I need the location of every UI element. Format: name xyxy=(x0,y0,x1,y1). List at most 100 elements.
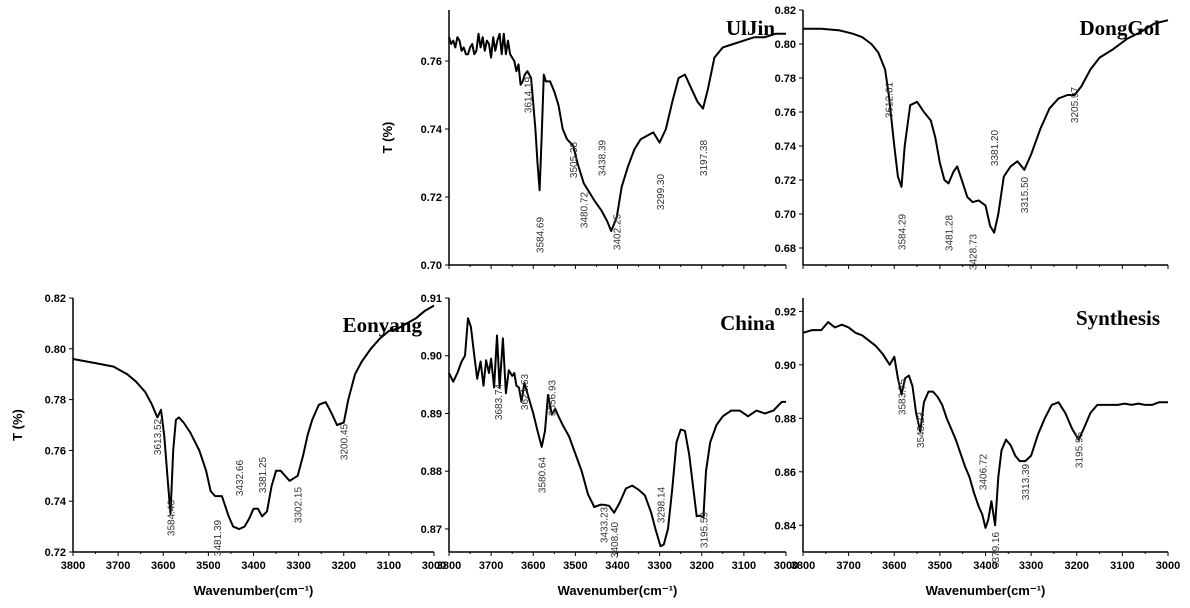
x-tick-label: 3800 xyxy=(61,560,85,572)
y-tick-label: 0.80 xyxy=(775,39,796,51)
y-tick-label: 0.91 xyxy=(421,293,442,305)
peak-label: 3683.74 xyxy=(494,383,505,420)
x-axis-title: Wavenumber(cm⁻¹) xyxy=(926,583,1046,598)
x-tick-label: 3000 xyxy=(422,560,446,572)
peak-label: 3584.46 xyxy=(166,499,177,536)
panel-title-donggol: DongGol xyxy=(1079,16,1160,40)
y-tick-label: 0.92 xyxy=(775,306,796,318)
peak-label: 3480.72 xyxy=(579,191,590,228)
peak-label: 3543.23 xyxy=(916,411,927,448)
y-tick-label: 0.76 xyxy=(45,445,66,457)
x-tick-label: 3500 xyxy=(928,560,952,572)
y-tick-label: 0.82 xyxy=(45,293,66,305)
peak-label: 3408.40 xyxy=(610,521,621,558)
x-tick-label: 3500 xyxy=(563,560,587,572)
peak-label: 3428.73 xyxy=(968,233,979,270)
x-tick-label: 3800 xyxy=(791,560,815,572)
y-tick-label: 0.89 xyxy=(421,408,442,420)
peak-label: 3298.14 xyxy=(656,486,667,523)
panel-title-eonyang: Eonyang xyxy=(343,313,423,337)
x-tick-label: 3200 xyxy=(690,560,714,572)
peak-label: 3402.25 xyxy=(613,213,624,250)
x-axis-title: Wavenumber(cm⁻¹) xyxy=(194,583,314,598)
peak-label: 3299.30 xyxy=(656,173,667,210)
panel-uljin: 0.70 0.72 0.74 0.76 UlJin T (%) 3614.19 3584.69… xyxy=(380,10,787,272)
x-tick-label: 3400 xyxy=(605,560,629,572)
y-tick-label: 0.72 xyxy=(421,192,442,204)
peak-label: 3379.16 xyxy=(991,531,1002,568)
panel-title-synthesis: Synthesis xyxy=(1076,306,1160,330)
peak-label: 3505.38 xyxy=(569,141,580,178)
peak-label: 3612.61 xyxy=(884,81,895,118)
x-tick-label: 3100 xyxy=(1110,560,1134,572)
y-tick-label: 0.82 xyxy=(775,5,796,17)
y-tick-label: 0.72 xyxy=(45,547,66,559)
x-tick-label: 3100 xyxy=(377,560,401,572)
y-tick-label: 0.84 xyxy=(775,520,797,532)
peak-label: 3381.25 xyxy=(258,456,269,493)
panel-synthesis: 0.84 0.86 0.88 0.90 0.92 3800 3700 3600 3500 3400… xyxy=(775,298,1180,598)
y-tick-label: 0.68 xyxy=(775,243,796,255)
spectrum-line-eonyang xyxy=(72,304,435,531)
x-tick-label: 3700 xyxy=(836,560,860,572)
peak-label: 3315.50 xyxy=(1020,176,1031,213)
peak-label: 3580.64 xyxy=(537,456,548,493)
x-tick-label: 3100 xyxy=(732,560,756,572)
peak-label: 3621.63 xyxy=(520,373,531,410)
spectrum-line-synthesis xyxy=(802,321,1168,529)
peak-label: 3481.39 xyxy=(213,519,224,556)
y-tick-label: 0.74 xyxy=(421,124,443,136)
spectrum-line-china xyxy=(448,317,786,548)
peak-label: 3313.39 xyxy=(1021,463,1032,500)
spectrum-line-donggol xyxy=(803,19,1169,234)
y-tick-label: 0.87 xyxy=(421,524,442,536)
x-tick-label: 3300 xyxy=(1019,560,1043,572)
peak-label: 3200.45 xyxy=(340,423,351,460)
spectrum-line-uljin xyxy=(448,32,786,232)
peak-label: 3613.52 xyxy=(153,418,164,455)
peak-label: 3583.75 xyxy=(898,378,909,415)
y-tick-label: 0.90 xyxy=(421,351,442,363)
y-tick-label: 0.86 xyxy=(775,467,796,479)
y-tick-label: 0.76 xyxy=(421,56,442,68)
x-tick-label: 3700 xyxy=(479,560,503,572)
peak-label: 3556.93 xyxy=(547,379,558,416)
x-tick-label: 3700 xyxy=(106,560,130,572)
y-tick-label: 0.70 xyxy=(775,209,796,221)
peak-label: 3438.39 xyxy=(597,139,608,176)
x-tick-label: 3400 xyxy=(973,560,997,572)
y-tick-label: 0.90 xyxy=(775,360,796,372)
y-axis-title: T (%) xyxy=(10,409,25,441)
peak-label: 3433.23 xyxy=(600,506,611,543)
y-tick-label: 0.74 xyxy=(775,141,797,153)
panel-eonyang: 0.72 0.74 0.76 0.78 0.80 0.82 3800 3700 3600 3500… xyxy=(10,293,446,598)
x-tick-label: 3600 xyxy=(882,560,906,572)
peak-label: 3197.38 xyxy=(699,139,710,176)
x-tick-label: 3500 xyxy=(196,560,220,572)
y-axis-title: T (%) xyxy=(380,122,395,154)
x-tick-label: 3200 xyxy=(332,560,356,572)
peak-label: 3195.95 xyxy=(1075,431,1086,468)
peak-label: 3584.29 xyxy=(897,213,908,250)
y-tick-label: 0.88 xyxy=(775,413,796,425)
x-tick-label: 3800 xyxy=(437,560,461,572)
y-tick-label: 0.70 xyxy=(421,260,442,272)
x-axis-title: Wavenumber(cm⁻¹) xyxy=(558,583,678,598)
x-tick-label: 3200 xyxy=(1065,560,1089,572)
y-tick-label: 0.76 xyxy=(775,107,796,119)
x-tick-label: 3300 xyxy=(286,560,310,572)
peak-label: 3481.28 xyxy=(944,214,955,251)
panel-china: 0.87 0.88 0.89 0.90 0.91 3800 3700 3600 3500 3400… xyxy=(421,293,799,598)
y-tick-label: 0.74 xyxy=(45,496,67,508)
panel-title-china: China xyxy=(720,311,775,335)
y-tick-label: 0.78 xyxy=(45,395,66,407)
x-tick-label: 3000 xyxy=(1156,560,1180,572)
peak-label: 3205.97 xyxy=(1070,86,1081,123)
peak-label: 3381.20 xyxy=(990,129,1001,166)
peak-label: 3432.66 xyxy=(235,459,246,496)
peak-label: 3584.69 xyxy=(536,216,547,253)
y-tick-label: 0.80 xyxy=(45,344,66,356)
y-tick-label: 0.88 xyxy=(421,466,442,478)
peak-label: 3302.15 xyxy=(294,486,305,523)
